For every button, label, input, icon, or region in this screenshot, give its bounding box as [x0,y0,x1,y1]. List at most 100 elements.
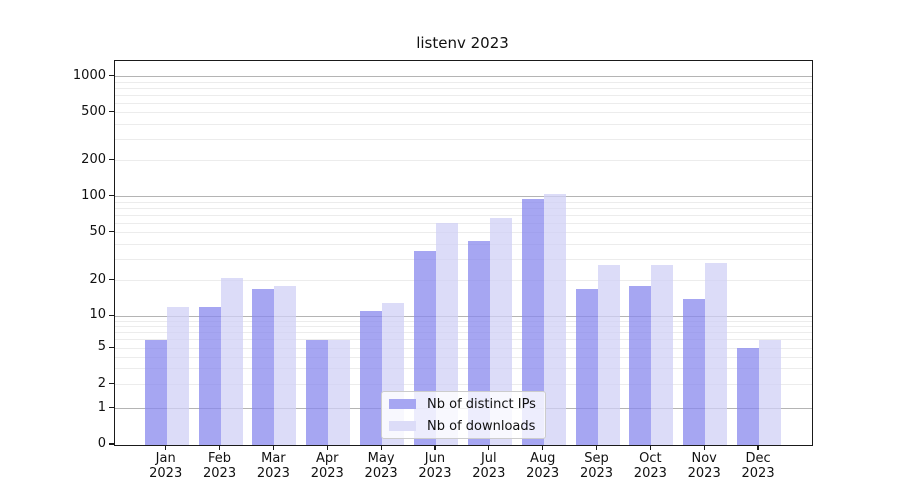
major-gridline [115,196,812,198]
y-tick-mark [109,75,114,77]
bar-downloads-aug [543,194,566,445]
y-tick-mark [109,159,114,161]
bar-downloads-dec [759,339,782,445]
x-tick-mark [757,445,759,450]
y-tick-label: 100 [81,187,106,203]
y-tick-mark [109,314,114,316]
y-tick-label: 50 [89,223,106,239]
y-tick-mark [109,231,114,233]
bar-distinct-ips-may [360,311,383,445]
bar-downloads-feb [220,278,243,445]
minor-gridline [115,258,812,260]
y-tick-mark [109,111,114,113]
y-tick-mark [109,279,114,281]
x-tick-label-aug: Aug 2023 [526,451,560,481]
x-tick-label-feb: Feb 2023 [203,451,237,481]
bar-downloads-sep [597,264,620,445]
x-tick-label-oct: Oct 2023 [633,451,667,481]
bar-downloads-jun [435,223,458,445]
minor-gridline [115,232,812,234]
bar-distinct-ips-sep [575,288,598,445]
y-tick-label: 1 [97,399,106,415]
y-tick-mark [109,383,114,385]
legend-row: Nb of downloads [389,419,537,434]
legend-label-distinct-ips: Nb of distinct IPs [427,396,536,412]
x-tick-label-mar: Mar 2023 [256,451,290,481]
minor-gridline [115,102,812,104]
minor-gridline [115,339,812,341]
minor-gridline [115,368,812,370]
x-tick-mark [380,445,382,450]
y-tick-label: 10 [89,307,106,323]
legend: Nb of distinct IPs Nb of downloads [381,391,546,439]
x-tick-mark [542,445,544,450]
minor-gridline [115,356,812,358]
x-tick-label-sep: Sep 2023 [579,451,614,481]
y-tick-mark [109,195,114,197]
minor-gridline [115,112,812,114]
bar-distinct-ips-aug [521,199,544,445]
minor-gridline [115,94,812,96]
minor-gridline [115,207,812,209]
x-tick-label-may: May 2023 [364,451,398,481]
legend-label-downloads: Nb of downloads [427,418,536,434]
legend-swatch-downloads [389,421,416,431]
x-tick-mark [595,445,598,450]
y-tick-label: 1000 [72,67,106,83]
x-tick-label-jan: Jan 2023 [149,451,183,481]
y-tick-mark [109,407,114,409]
bar-downloads-oct [651,264,674,445]
x-tick-label-jun: Jun 2023 [418,451,452,481]
x-tick-label-jul: Jul 2023 [472,451,506,481]
minor-gridline [115,384,812,386]
minor-gridline [115,280,812,282]
minor-gridline [115,214,812,216]
minor-gridline [115,243,812,245]
bar-distinct-ips-mar [252,288,275,445]
y-tick-label: 2 [97,375,106,391]
minor-gridline [115,138,812,140]
bar-distinct-ips-oct [629,286,652,445]
x-tick-mark [326,445,328,450]
chart-title: listenv 2023 [416,34,509,52]
minor-gridline [115,81,812,83]
minor-gridline [115,201,812,203]
x-tick-mark [165,445,167,450]
x-tick-mark [272,445,274,450]
x-tick-mark [218,445,221,450]
x-tick-label-nov: Nov 2023 [687,451,721,481]
y-tick-label: 5 [97,339,106,355]
bar-downloads-jul [489,217,512,445]
minor-gridline [115,332,812,334]
y-tick-mark [109,443,114,445]
bar-distinct-ips-jan [144,339,167,445]
bar-distinct-ips-apr [306,339,329,445]
y-tick-label: 500 [81,103,106,119]
minor-gridline [115,326,812,328]
bar-distinct-ips-feb [198,306,221,445]
x-tick-label-dec: Dec 2023 [741,451,775,481]
y-tick-label: 200 [81,151,106,167]
legend-row: Nb of distinct IPs [389,397,537,412]
minor-gridline [115,123,812,125]
y-tick-label: 20 [89,271,106,287]
bar-downloads-apr [328,339,351,445]
major-gridline [115,76,812,78]
y-tick-mark [109,346,114,348]
x-tick-mark [488,445,490,450]
plot-area: Nb of distinct IPs Nb of downloads [114,60,813,446]
x-tick-mark [703,445,705,450]
bar-distinct-ips-nov [683,298,706,445]
legend-swatch-distinct-ips [389,399,416,409]
x-tick-mark [649,445,651,450]
minor-gridline [115,160,812,162]
x-tick-label-apr: Apr 2023 [310,451,344,481]
bar-downloads-nov [705,263,728,445]
minor-gridline [115,222,812,224]
bar-downloads-mar [274,286,297,445]
minor-gridline [115,320,812,322]
bar-distinct-ips-dec [737,348,760,445]
major-gridline [115,315,812,317]
minor-gridline [115,87,812,89]
